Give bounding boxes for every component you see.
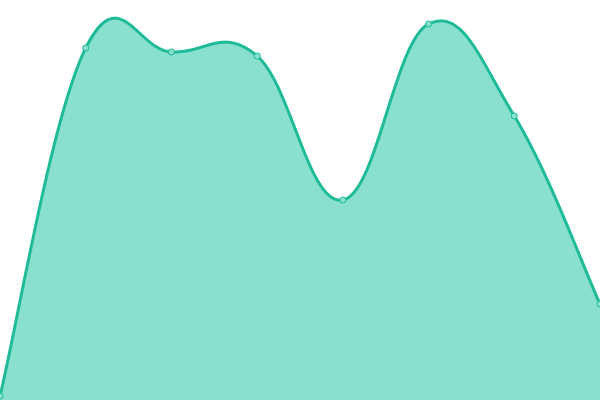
- data-point-3: [253, 52, 261, 60]
- data-point-4: [339, 196, 347, 204]
- data-markers: [0, 20, 600, 400]
- data-point-2: [167, 48, 175, 56]
- series-line: [0, 16, 600, 397]
- data-point-7: [596, 300, 600, 308]
- data-point-6: [510, 112, 518, 120]
- data-point-0: [0, 392, 4, 400]
- data-point-5: [425, 20, 433, 28]
- data-point-1: [82, 44, 90, 52]
- area-fill: [0, 18, 600, 400]
